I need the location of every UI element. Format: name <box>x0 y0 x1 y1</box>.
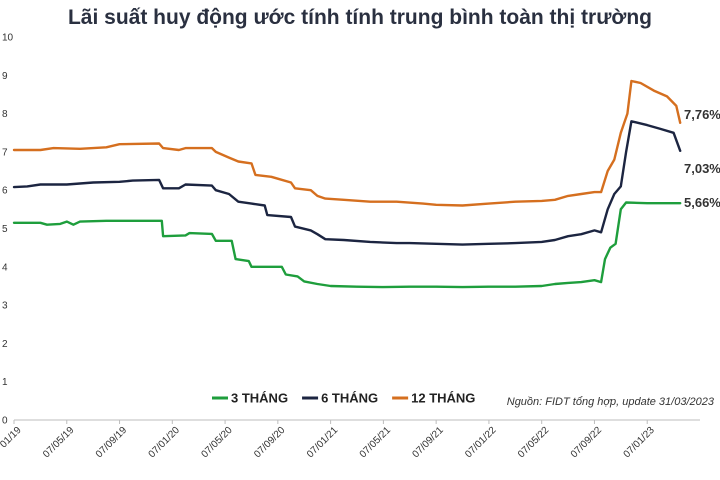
x-tick-label: 07/05/21 <box>358 425 394 461</box>
x-tick-label: 07/09/19 <box>94 425 130 461</box>
x-tick-label: 07/05/20 <box>199 425 235 461</box>
legend-label: 6 THÁNG <box>321 391 378 406</box>
y-tick-label: 4 <box>2 262 8 273</box>
x-tick-label: 07/01/23 <box>622 425 658 461</box>
y-tick-label: 9 <box>2 71 8 82</box>
x-axis: 01/19 07/05/19 07/09/19 07/01/20 07/05/20 07/… <box>0 419 700 461</box>
y-tick-label: 1 <box>2 377 8 388</box>
y-tick-label: 6 <box>2 186 8 197</box>
x-tick-label: 07/05/19 <box>41 425 77 461</box>
series-line <box>12 79 682 207</box>
chart-title: Lãi suất huy động ước tính tính trung bì… <box>67 6 653 29</box>
legend-label: 3 THÁNG <box>231 391 288 406</box>
y-tick-label: 0 <box>2 416 8 427</box>
y-tick-label: 8 <box>2 109 8 120</box>
y-tick-label: 7 <box>2 147 8 158</box>
series-line <box>12 120 682 246</box>
x-tick-label: 07/05/22 <box>516 425 552 461</box>
series-end-label: 7,03% <box>684 161 720 176</box>
y-axis: 0 1 2 3 4 5 6 7 8 9 10 <box>2 33 14 427</box>
x-tick-label: 07/01/20 <box>147 425 183 461</box>
end-labels: 5,66% 7,03% 7,76% <box>684 107 720 210</box>
y-tick-label: 2 <box>2 339 8 350</box>
y-tick-label: 5 <box>2 224 8 235</box>
y-tick-label: 3 <box>2 301 8 312</box>
x-tick-label: 07/01/22 <box>463 425 499 461</box>
legend: 3 THÁNG 6 THÁNG 12 THÁNG <box>212 391 475 406</box>
series-end-label: 5,66% <box>684 195 720 210</box>
x-tick-label: 01/19 <box>0 425 24 451</box>
series-line <box>12 201 682 289</box>
series-end-label: 7,76% <box>684 107 720 122</box>
series-lines <box>12 79 682 289</box>
x-tick-label: 07/09/20 <box>252 425 288 461</box>
x-tick-label: 07/09/21 <box>410 425 446 461</box>
source-note: Nguồn: FIDT tổng hợp, update 31/03/2023 <box>507 396 715 408</box>
x-tick-label: 07/09/22 <box>569 425 605 461</box>
legend-label: 12 THÁNG <box>411 391 475 406</box>
y-tick-label: 10 <box>2 33 14 44</box>
x-tick-label: 07/01/21 <box>305 425 341 461</box>
